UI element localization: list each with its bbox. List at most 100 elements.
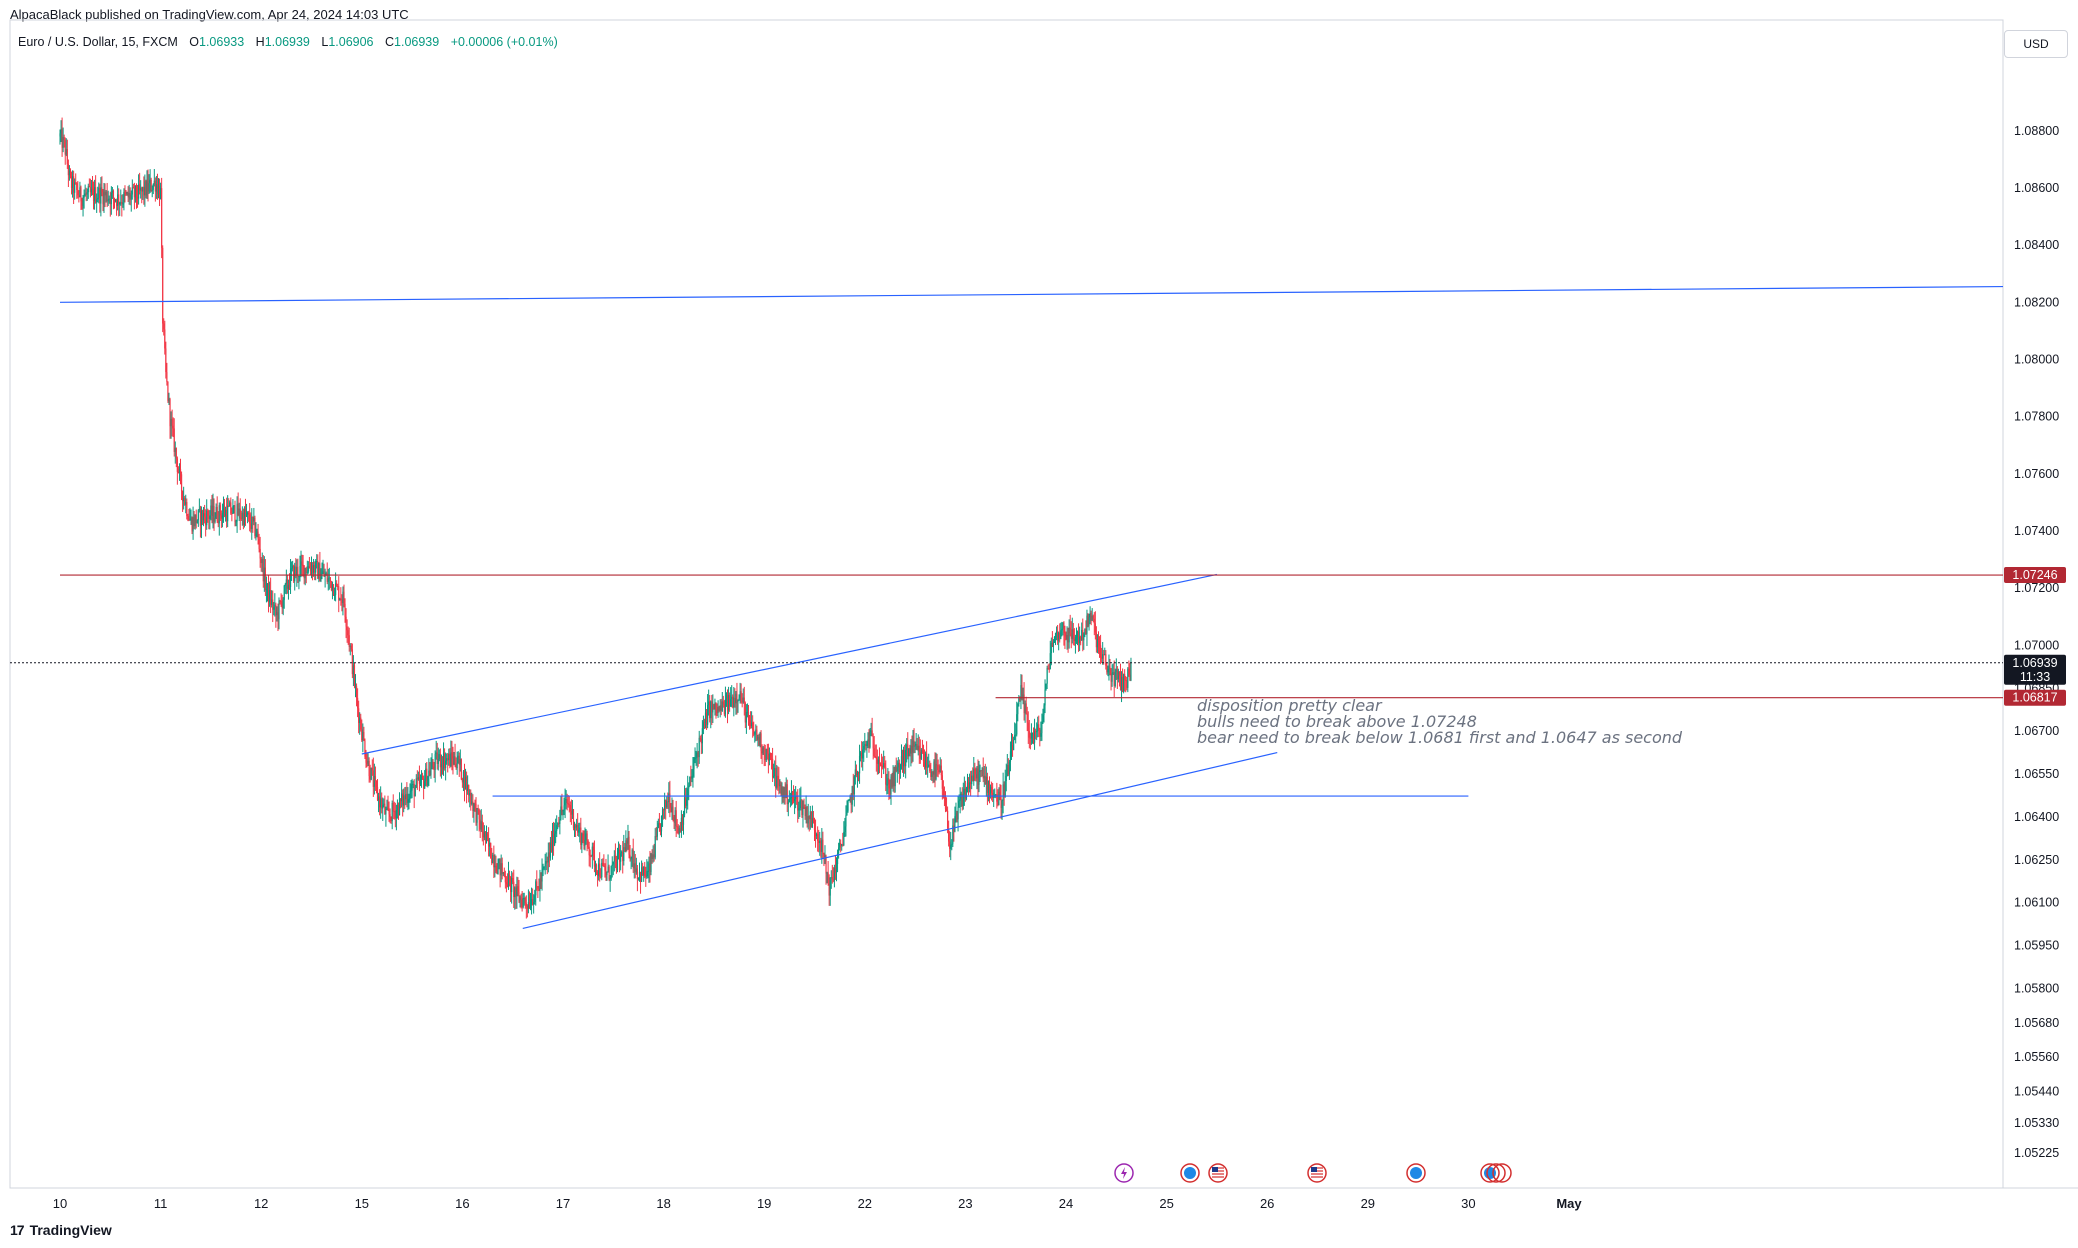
candle-body [474,803,476,805]
candle-body [646,871,648,877]
candle-body [1129,674,1131,681]
candle-body [489,843,491,847]
currency-button[interactable]: USD [2004,30,2068,58]
candle-body [871,730,873,737]
price-tick-label: 1.08600 [2014,181,2059,195]
candle-body [798,808,800,811]
candle-body [657,823,659,828]
candle-body [576,824,578,828]
candle-body [936,764,938,766]
candle-body [617,849,620,854]
candle-body [436,752,438,764]
candle-body [178,468,181,473]
candle-body [435,752,437,755]
candle-body [993,795,995,798]
globe-icon[interactable] [1406,1163,1426,1183]
candle-body [274,604,276,608]
candle-body [935,764,937,780]
date-tick-label: 22 [858,1196,872,1211]
close-label: C [385,35,395,49]
candle-body [613,855,615,862]
candle-body [764,754,766,761]
candle-body [666,801,668,808]
candle-body [285,579,287,585]
candle-body [602,862,604,866]
candle-body [530,899,533,906]
candle-body [1116,669,1118,680]
candles [59,117,1132,919]
candle-body [519,897,521,902]
open-label: O [189,35,199,49]
lightning-icon[interactable] [1114,1163,1134,1183]
tradingview-brand[interactable]: 17 TradingView [10,1222,112,1238]
candle-body [731,696,733,700]
candle-body [293,565,295,582]
candle-body [749,720,752,726]
date-tick-label: 18 [656,1196,670,1211]
candle-body [663,808,665,811]
candle-body [83,196,85,198]
candle-body [464,776,467,790]
candle-body [196,520,198,524]
candle-body [603,865,605,867]
candle-body [740,691,742,702]
candle-body [656,827,658,837]
candle-body [340,598,342,600]
candle-body [1106,665,1108,673]
candle-body [843,831,845,846]
candle-body [789,798,791,800]
candle-body [1048,668,1050,670]
candle-body [542,868,544,870]
candle-body [887,778,889,785]
candle-body [791,792,794,797]
candle-body [807,816,809,824]
high-value: 1.06939 [264,35,310,49]
candle-body [192,517,194,532]
candle-body [59,133,61,137]
globe-icon[interactable] [1180,1163,1200,1183]
candle-body [364,740,366,757]
us-flag-icon[interactable] [1307,1163,1327,1183]
candle-body [623,847,625,862]
candle-body [513,881,515,898]
candle-body [71,176,74,188]
candle-body [98,187,100,198]
candle-body [595,864,598,872]
candle-body [76,183,78,190]
stacked-event-icon [1486,1163,1506,1183]
candle-body [973,768,975,782]
candle-body [1046,667,1048,684]
candle-body [458,755,460,765]
candle-body [988,781,991,794]
candle-body [774,767,776,776]
candle-body [629,854,631,860]
candle-body [299,565,301,577]
symbol-name[interactable]: Euro / U.S. Dollar, 15, FXCM [18,35,178,49]
candle-body [123,191,125,204]
candle-body [742,697,744,703]
candle-body [919,751,921,759]
candle-body [85,193,87,195]
candle-body [286,579,288,589]
candle-body [479,819,481,830]
candle-body [168,399,170,401]
candle-body [685,797,687,806]
candle-body [155,184,158,192]
date-tick-label: 15 [355,1196,369,1211]
candle-body [795,795,797,799]
candle-body [244,509,247,516]
candle-body [1066,635,1068,640]
candle-body [732,696,734,708]
candle-body [114,200,117,202]
us-flag-icon[interactable] [1208,1163,1228,1183]
candle-body [351,649,353,675]
candle-body [463,771,466,790]
upper-horizontal-line [59,285,2004,303]
candle-body [1062,622,1064,629]
candle-body [754,731,756,735]
candle-body [383,803,385,805]
candle-body [634,863,636,873]
candle-body [150,179,152,192]
candle-body [589,855,591,857]
